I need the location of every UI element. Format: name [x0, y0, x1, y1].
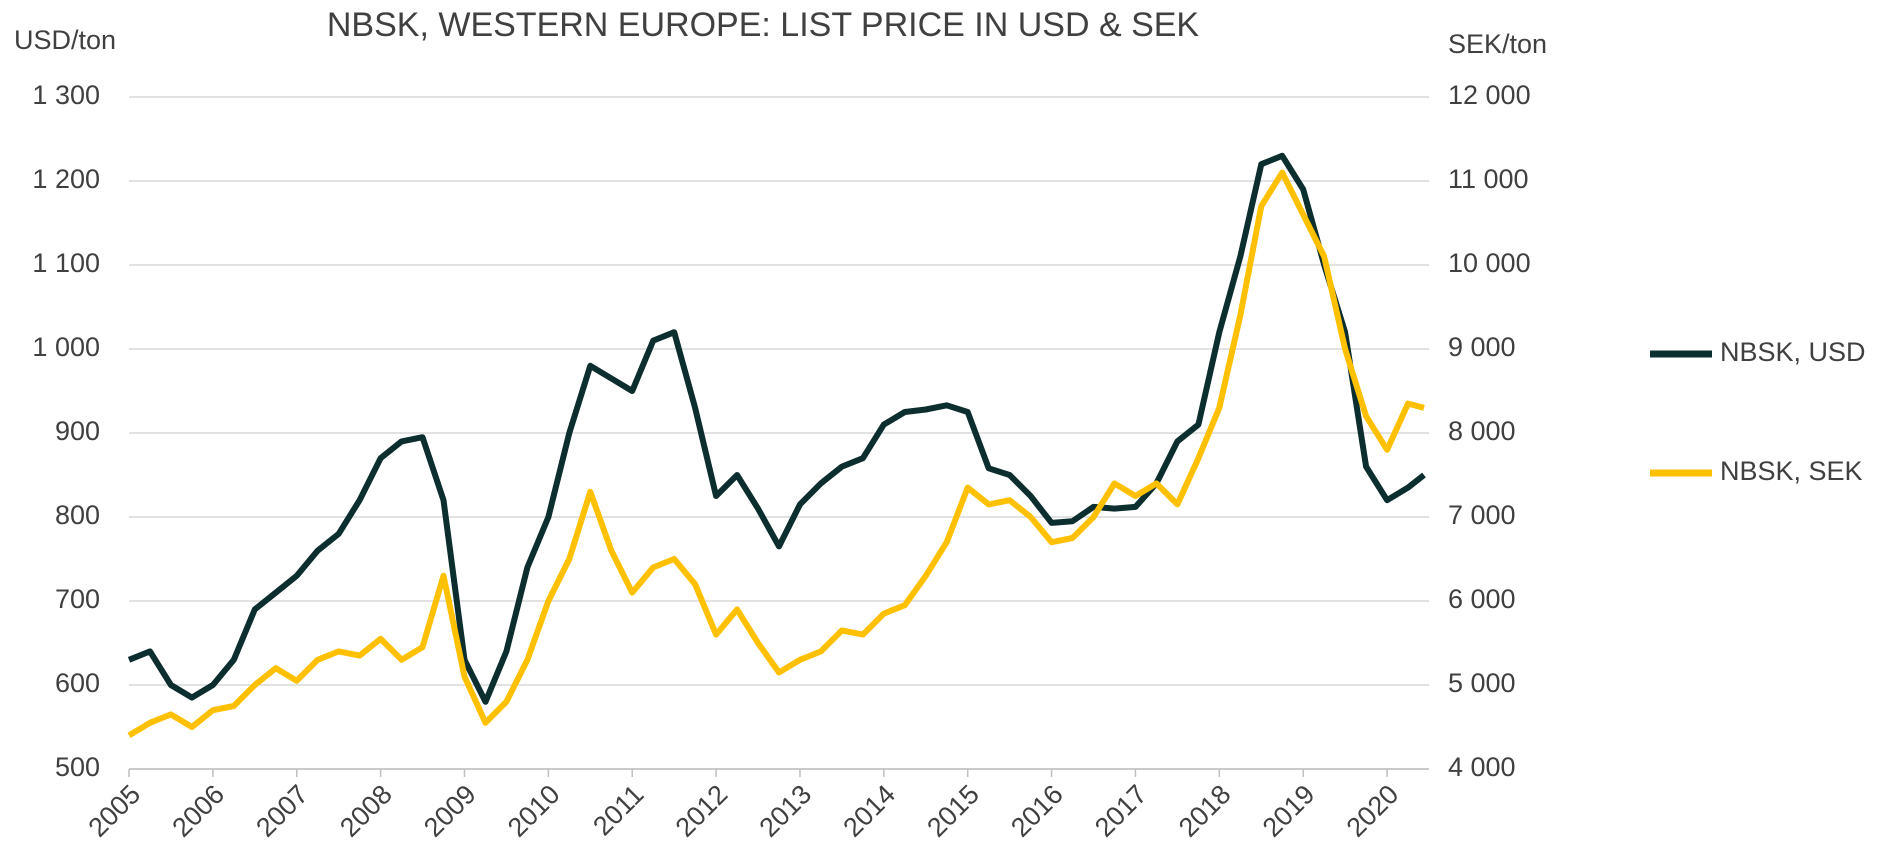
- y-tick-label: 1 000: [32, 332, 100, 362]
- x-tick-label: 2006: [166, 779, 230, 843]
- x-tick-label: 2011: [587, 779, 649, 841]
- x-tick-label: 2013: [754, 779, 818, 843]
- y-tick-label: 500: [55, 752, 100, 782]
- y2-tick-label: 6 000: [1448, 584, 1516, 614]
- x-tick-label: 2018: [1173, 779, 1237, 843]
- x-tick-label: 2020: [1341, 779, 1405, 843]
- y2-axis-label: SEK/ton: [1448, 29, 1547, 59]
- y-tick-label: 700: [55, 584, 100, 614]
- x-tick-label: 2015: [921, 779, 985, 843]
- y-tick-label: 1 100: [32, 248, 100, 278]
- y2-tick-label: 12 000: [1448, 80, 1531, 110]
- y-tick-label: 800: [55, 500, 100, 530]
- y2-tick-label: 9 000: [1448, 332, 1516, 362]
- y2-tick-label: 4 000: [1448, 752, 1516, 782]
- x-tick-label: 2019: [1257, 779, 1321, 843]
- chart-title: NBSK, WESTERN EUROPE: LIST PRICE IN USD …: [327, 6, 1200, 44]
- x-tick-label: 2010: [502, 779, 566, 843]
- series-line: [127, 152, 1426, 705]
- y2-tick-label: 7 000: [1448, 500, 1516, 530]
- y2-tick-label: 10 000: [1448, 248, 1531, 278]
- x-tick-label: 2008: [334, 779, 398, 843]
- x-tick-label: 2016: [1005, 779, 1069, 843]
- y2-tick-label: 5 000: [1448, 668, 1516, 698]
- y2-tick-label: 11 000: [1448, 164, 1529, 194]
- legend-label: NBSK, USD: [1720, 337, 1866, 367]
- y-tick-label: 600: [55, 668, 100, 698]
- x-tick-label: 2009: [418, 779, 482, 843]
- legend-label: NBSK, SEK: [1720, 456, 1863, 486]
- y-axis-label: USD/ton: [14, 25, 116, 55]
- x-tick-label: 2005: [83, 779, 147, 843]
- y-tick-label: 1 200: [32, 164, 100, 194]
- y2-tick-label: 8 000: [1448, 416, 1516, 446]
- x-tick-label: 2012: [670, 779, 734, 843]
- y-tick-label: 900: [55, 416, 100, 446]
- series-line: [127, 169, 1425, 738]
- y-tick-label: 1 300: [32, 80, 100, 110]
- x-tick-label: 2017: [1089, 779, 1153, 843]
- x-tick-label: 2007: [250, 779, 314, 843]
- x-tick-label: 2014: [837, 779, 901, 843]
